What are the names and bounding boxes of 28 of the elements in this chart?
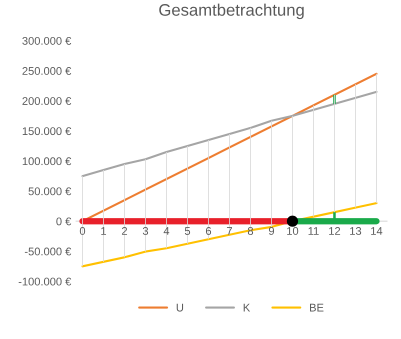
x-tick-label: 3	[142, 227, 148, 235]
legend-label: U	[176, 304, 184, 312]
y-tick-label: 250.000 €	[22, 67, 72, 75]
x-tick-label: 14	[371, 227, 382, 235]
y-tick-label: 100.000 €	[22, 157, 72, 166]
x-tick-label: 12	[329, 227, 340, 235]
x-tick-label: 0	[80, 227, 86, 235]
y-tick-label: -100.000 €	[18, 278, 72, 286]
legend-label: BE	[310, 304, 324, 312]
y-tick-label: 0 €	[56, 217, 72, 226]
x-tick-label: 10	[287, 227, 298, 235]
x-tick-label: 4	[164, 227, 170, 235]
x-tick-label: 9	[268, 227, 274, 235]
chart-title: Gesamtbetrachtung	[159, 4, 304, 20]
x-tick-label: 7	[226, 227, 232, 235]
x-tick-label: 11	[308, 227, 319, 235]
y-tick-label: 50.000 €	[28, 187, 72, 196]
x-tick-label: 1	[101, 227, 106, 235]
y-tick-label: 200.000 €	[22, 97, 72, 105]
y-tick-label: 150.000 €	[22, 127, 72, 136]
y-tick-label: 300.000 €	[22, 36, 72, 45]
x-tick-label: 2	[122, 227, 128, 235]
x-tick-label: 5	[184, 227, 190, 235]
x-tick-label: 13	[350, 227, 362, 235]
x-tick-label: 6	[206, 227, 212, 235]
line-series	[81, 90, 378, 178]
y-tick-label: -50.000 €	[24, 248, 72, 256]
legend-label: K	[244, 304, 250, 312]
